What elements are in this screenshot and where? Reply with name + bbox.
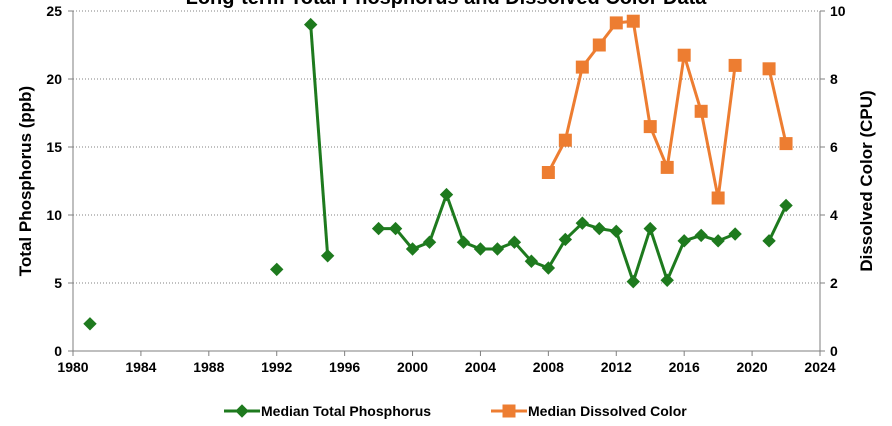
legend-label-color: Median Dissolved Color: [528, 403, 687, 419]
legend-label-phosphorus: Median Total Phosphorus: [261, 403, 431, 419]
series-color: [541, 14, 793, 205]
series-phosphorus: [83, 17, 793, 331]
point-color-2009: [558, 133, 572, 147]
y-left-tick-label-20: 20: [46, 71, 62, 87]
y-right-tick-label-6: 6: [830, 139, 838, 155]
point-color-2012: [609, 16, 623, 30]
x-tick-label-2008: 2008: [533, 359, 564, 375]
point-color-2014: [643, 120, 657, 134]
y-right-tick-label-2: 2: [830, 275, 838, 291]
point-phosphorus-2003: [456, 235, 471, 249]
point-phosphorus-1998: [371, 221, 386, 236]
point-phosphorus-2005: [490, 242, 505, 256]
x-tick-label-1980: 1980: [57, 359, 88, 375]
point-phosphorus-1999: [388, 221, 403, 236]
x-tick-label-2012: 2012: [601, 359, 632, 375]
point-phosphorus-1992: [270, 262, 284, 277]
point-phosphorus-2017: [694, 228, 708, 243]
legend-item-color: Median Dissolved Color: [491, 403, 687, 419]
point-phosphorus-2009: [558, 232, 573, 247]
y-right-tick-label-10: 10: [830, 3, 846, 19]
series-line-color-1: [767, 68, 788, 144]
point-color-2008: [541, 166, 555, 179]
point-color-2021: [762, 62, 776, 76]
point-phosphorus-2015: [660, 273, 674, 287]
x-tick-label-2004: 2004: [465, 359, 496, 375]
point-phosphorus-2007: [524, 254, 539, 268]
y-axis-left-label: Total Phosphorus (ppb): [16, 86, 35, 276]
y-left-tick-label-15: 15: [46, 139, 62, 155]
point-phosphorus-2006: [507, 235, 522, 249]
y-left-tick-label-5: 5: [54, 275, 62, 291]
series-line-phosphorus-2: [309, 24, 330, 256]
point-phosphorus-2010: [575, 216, 590, 230]
y-right-tick-label-8: 8: [830, 71, 838, 87]
y-axis-right-label: Dissolved Color (CPU): [857, 90, 876, 271]
legend-item-phosphorus: Median Total Phosphorus: [224, 403, 431, 419]
x-tick-label-1996: 1996: [329, 359, 360, 375]
point-phosphorus-1981: [83, 317, 97, 331]
point-phosphorus-2013: [626, 274, 640, 289]
x-tick-label-2000: 2000: [397, 359, 428, 375]
series: [83, 14, 793, 331]
legend: Median Total Phosphorus Median Dissolved…: [224, 403, 687, 419]
y-right-tick-label-0: 0: [830, 343, 838, 359]
point-phosphorus-2008: [541, 261, 556, 275]
point-phosphorus-2014: [643, 221, 657, 236]
point-phosphorus-2002: [439, 187, 454, 202]
point-phosphorus-1995: [320, 249, 335, 263]
point-color-2013: [626, 14, 640, 28]
point-phosphorus-2022: [779, 198, 793, 213]
series-line-color-0: [547, 19, 737, 200]
series-line-phosphorus-4: [767, 204, 788, 242]
point-phosphorus-2000: [405, 242, 420, 256]
point-phosphorus-2021: [762, 234, 776, 248]
point-color-2016: [677, 48, 691, 62]
point-phosphorus-2016: [677, 234, 691, 248]
y-left-tick-label-10: 10: [46, 207, 62, 223]
series-line-phosphorus-3: [378, 193, 736, 284]
y-left-tick-label-0: 0: [54, 343, 62, 359]
point-phosphorus-1994: [303, 17, 318, 32]
point-phosphorus-2019: [728, 227, 742, 241]
axes: 1980 1984 1988 1992 1996 2000 2004 2008 2012 2016…: [46, 3, 845, 375]
legend-marker-phosphorus: [235, 404, 249, 418]
point-color-2017: [694, 104, 708, 118]
x-tick-label-1984: 1984: [125, 359, 156, 375]
x-tick-label-2020: 2020: [737, 359, 768, 375]
point-phosphorus-2011: [592, 221, 607, 236]
y-right-tick-label-4: 4: [830, 207, 838, 223]
chart-title: Long-term Total Phosphorus and Dissolved…: [186, 0, 708, 9]
point-color-2019: [728, 58, 742, 72]
legend-marker-color: [502, 404, 516, 418]
point-phosphorus-2018: [711, 234, 725, 248]
point-phosphorus-2012: [609, 224, 623, 239]
point-phosphorus-2004: [473, 242, 488, 256]
x-tick-label-2016: 2016: [669, 359, 700, 375]
point-color-2022: [779, 137, 793, 151]
x-tick-label-1988: 1988: [193, 359, 224, 375]
point-color-2010: [575, 60, 589, 74]
point-phosphorus-2001: [422, 235, 437, 249]
x-tick-label-1992: 1992: [261, 359, 292, 375]
x-tick-label-2024: 2024: [804, 359, 835, 375]
point-color-2015: [660, 160, 674, 174]
point-color-2011: [592, 38, 606, 52]
point-color-2018: [711, 191, 725, 205]
y-left-tick-label-25: 25: [46, 3, 62, 19]
